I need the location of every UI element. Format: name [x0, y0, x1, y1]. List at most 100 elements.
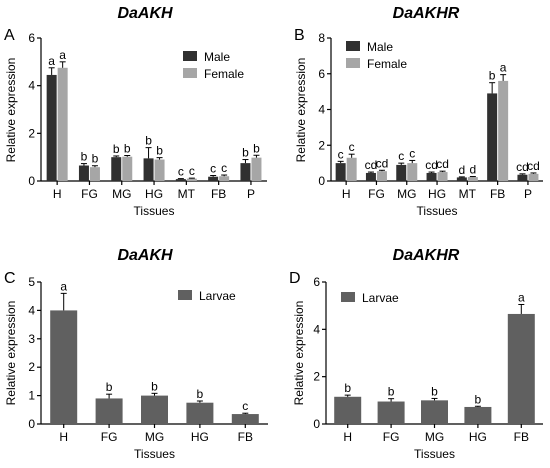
y-tick-label: 6	[318, 67, 325, 81]
significance-label: d	[459, 163, 466, 177]
y-tick-label: 4	[28, 79, 35, 93]
bar-male-H	[335, 163, 346, 181]
significance-label: c	[398, 149, 404, 163]
bar-female-MT	[186, 178, 197, 181]
x-tick-label: FB	[211, 187, 226, 201]
y-tick-label: 0	[313, 417, 320, 431]
bar-female-HG	[154, 159, 165, 181]
bar-male-FB	[208, 176, 219, 181]
legend-swatch	[341, 292, 355, 302]
legend-label: Larvae	[362, 291, 399, 305]
bar-female-FG	[89, 167, 100, 181]
legend-swatch	[183, 68, 197, 78]
panel-D: D DaAKHR 0 2 4 6 Tissues Relative expression Hb F…	[289, 247, 543, 461]
bar-larvae-HG	[464, 406, 492, 424]
bar-male-MT	[456, 177, 467, 181]
significance-label: d	[470, 163, 477, 177]
y-tick-label: 5	[28, 275, 35, 289]
significance-label: a	[518, 290, 525, 304]
legend-label: Female	[204, 67, 244, 81]
significance-label: b	[145, 134, 152, 148]
significance-label: b	[475, 392, 482, 406]
panel-A: A DaAKH 0 2 4 6 Tissues Relative expression Ha a F…	[4, 5, 267, 218]
bar-larvae-MG	[141, 395, 168, 424]
y-tick-label: 4	[28, 303, 35, 317]
y-tick-label: 0	[28, 417, 35, 431]
y-tick-label: 0	[318, 174, 325, 188]
bar-male-P	[517, 174, 528, 181]
x-tick-label: FG	[383, 430, 400, 444]
x-tick-label: H	[343, 430, 352, 444]
panel-letter: D	[289, 270, 301, 287]
bar-female-P	[251, 157, 262, 181]
x-tick-label: MG	[112, 187, 131, 201]
y-tick-label: 2	[318, 138, 325, 152]
bar-male-MT	[175, 179, 186, 181]
bar-female-P	[528, 173, 539, 181]
x-axis-label: Tissues	[417, 204, 458, 218]
bar-larvae-FB	[231, 414, 259, 424]
bar-larvae-H	[334, 396, 362, 424]
significance-label: cd	[376, 156, 389, 170]
significance-label: b	[151, 379, 158, 393]
significance-label: cd	[436, 157, 449, 171]
bar-female-FG	[376, 171, 387, 181]
bar-female-MT	[467, 177, 478, 181]
y-tick-label: 3	[28, 332, 35, 346]
x-tick-label: H	[59, 430, 68, 444]
x-tick-label: H	[53, 187, 62, 201]
bar-male-P	[240, 163, 251, 181]
bar-male-FB	[487, 93, 498, 181]
panel-letter: B	[294, 27, 305, 44]
y-axis-label: Relative expression	[4, 301, 18, 406]
legend-swatch	[346, 41, 360, 51]
x-tick-label: MG	[397, 187, 416, 201]
significance-label: c	[178, 165, 184, 179]
panel-C: C DaAKH 0 1 2 3 4 5 Tissues Relative expression Ha…	[4, 247, 268, 461]
significance-label: b	[106, 380, 113, 394]
significance-label: b	[431, 384, 438, 398]
bar-larvae-FG	[377, 401, 405, 424]
bar-male-H	[46, 74, 57, 181]
significance-label: b	[156, 144, 163, 158]
x-tick-label: FB	[514, 430, 529, 444]
x-tick-label: FG	[81, 187, 98, 201]
bar-female-H	[57, 67, 68, 181]
x-tick-label: MG	[425, 430, 444, 444]
y-tick-label: 4	[313, 322, 320, 336]
panel-letter: A	[4, 27, 15, 44]
significance-label: a	[59, 48, 66, 62]
chart-title: DaAKHR	[393, 5, 460, 22]
y-tick-label: 8	[318, 31, 325, 45]
significance-label: b	[253, 141, 260, 155]
significance-label: b	[113, 142, 120, 156]
x-tick-label: HG	[191, 430, 209, 444]
y-tick-label: 2	[28, 126, 35, 140]
chart-title: DaAKH	[117, 5, 173, 22]
x-tick-label: FB	[490, 187, 505, 201]
x-tick-label: HG	[469, 430, 487, 444]
bar-male-FG	[78, 165, 89, 181]
bar-female-MG	[122, 156, 133, 181]
bar-female-H	[346, 157, 357, 181]
bar-larvae-FB	[507, 313, 535, 424]
y-axis-label: Relative expression	[294, 58, 308, 163]
y-tick-label: 2	[28, 360, 35, 374]
legend-swatch	[346, 58, 360, 68]
legend-label: Male	[367, 40, 393, 54]
x-tick-label: P	[247, 187, 255, 201]
y-axis-label: Relative expression	[292, 301, 306, 406]
legend-label: Female	[367, 57, 407, 71]
y-axis-label: Relative expression	[4, 58, 18, 163]
chart-title: DaAKH	[117, 247, 173, 264]
x-axis-label: Tissues	[134, 447, 175, 461]
significance-label: b	[92, 152, 99, 166]
x-tick-label: H	[342, 187, 351, 201]
y-tick-label: 0	[28, 174, 35, 188]
x-tick-label: HG	[145, 187, 163, 201]
significance-label: c	[221, 161, 227, 175]
bar-male-HG	[143, 158, 154, 181]
x-tick-label: HG	[428, 187, 446, 201]
bar-larvae-FG	[95, 398, 123, 424]
significance-label: b	[242, 146, 249, 160]
